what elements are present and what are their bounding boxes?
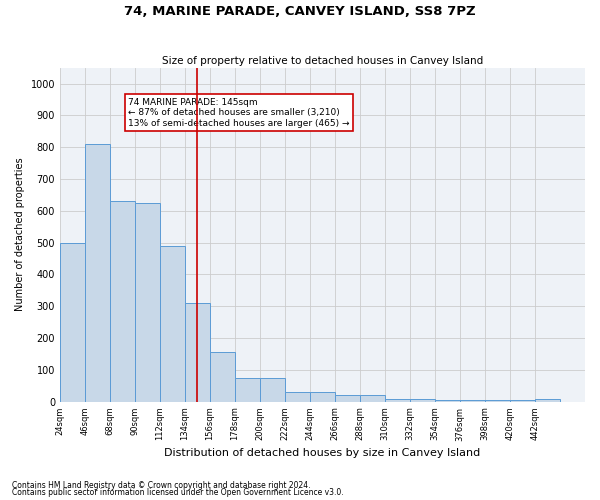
Y-axis label: Number of detached properties: Number of detached properties xyxy=(15,158,25,312)
Bar xyxy=(335,396,360,402)
Bar xyxy=(110,202,135,402)
Bar xyxy=(185,303,210,402)
Bar xyxy=(385,398,410,402)
Title: Size of property relative to detached houses in Canvey Island: Size of property relative to detached ho… xyxy=(162,56,483,66)
Bar xyxy=(135,203,160,402)
Bar xyxy=(510,400,535,402)
Bar xyxy=(85,144,110,402)
Bar xyxy=(60,242,85,402)
Bar xyxy=(160,246,185,402)
Text: Contains HM Land Registry data © Crown copyright and database right 2024.: Contains HM Land Registry data © Crown c… xyxy=(12,480,311,490)
Bar xyxy=(435,400,460,402)
X-axis label: Distribution of detached houses by size in Canvey Island: Distribution of detached houses by size … xyxy=(164,448,481,458)
Bar xyxy=(285,392,310,402)
Text: 74, MARINE PARADE, CANVEY ISLAND, SS8 7PZ: 74, MARINE PARADE, CANVEY ISLAND, SS8 7P… xyxy=(124,5,476,18)
Text: 74 MARINE PARADE: 145sqm
← 87% of detached houses are smaller (3,210)
13% of sem: 74 MARINE PARADE: 145sqm ← 87% of detach… xyxy=(128,98,350,128)
Bar xyxy=(260,378,285,402)
Bar xyxy=(310,392,335,402)
Bar xyxy=(410,398,435,402)
Bar xyxy=(485,400,510,402)
Text: Contains public sector information licensed under the Open Government Licence v3: Contains public sector information licen… xyxy=(12,488,344,497)
Bar xyxy=(235,378,260,402)
Bar xyxy=(360,396,385,402)
Bar xyxy=(460,400,485,402)
Bar xyxy=(535,398,560,402)
Bar xyxy=(210,352,235,402)
